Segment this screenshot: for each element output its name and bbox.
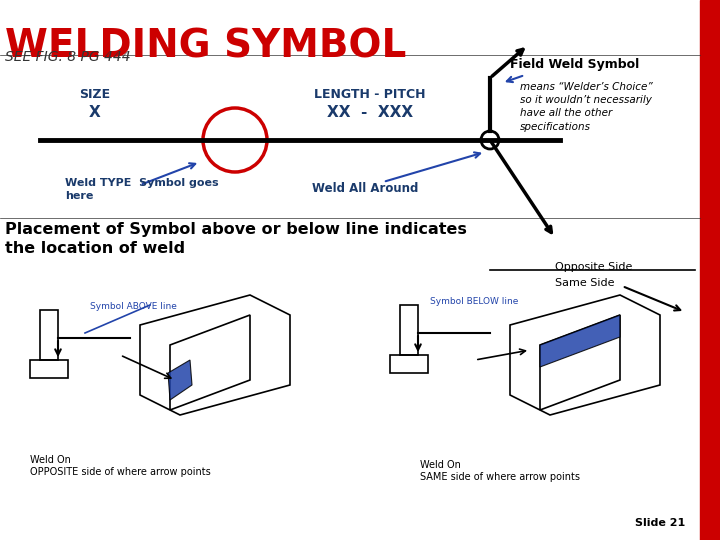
Text: SEE FIG. 8 PG 444: SEE FIG. 8 PG 444	[5, 50, 130, 64]
Bar	[390, 355, 428, 373]
Text: Placement of Symbol above or below line indicates
the location of weld: Placement of Symbol above or below line …	[5, 222, 467, 256]
Text: LENGTH - PITCH: LENGTH - PITCH	[314, 88, 426, 101]
Text: X: X	[89, 105, 101, 120]
Text: Opposite Side: Opposite Side	[555, 262, 632, 272]
Text: Same Side: Same Side	[555, 278, 614, 288]
Bar	[400, 305, 418, 355]
Text: Symbol ABOVE line: Symbol ABOVE line	[90, 302, 177, 311]
Text: Weld TYPE  Symbol goes
here: Weld TYPE Symbol goes here	[65, 178, 219, 201]
Text: Weld On
OPPOSITE side of where arrow points: Weld On OPPOSITE side of where arrow poi…	[30, 455, 211, 477]
Text: Weld All Around: Weld All Around	[312, 182, 418, 195]
Text: Weld On
SAME side of where arrow points: Weld On SAME side of where arrow points	[420, 460, 580, 482]
Text: means “Welder’s Choice”
so it wouldn’t necessarily
have all the other
specificat: means “Welder’s Choice” so it wouldn’t n…	[520, 82, 653, 132]
Text: SIZE: SIZE	[79, 88, 111, 101]
Bar	[40, 310, 58, 360]
Polygon shape	[168, 360, 192, 400]
Bar	[700, 0, 720, 540]
Text: WELDING SYMBOL: WELDING SYMBOL	[5, 28, 406, 66]
Text: Field Weld Symbol: Field Weld Symbol	[510, 58, 639, 71]
Bar	[30, 360, 68, 378]
Text: Slide 21: Slide 21	[635, 518, 685, 528]
Text: Symbol BELOW line: Symbol BELOW line	[430, 297, 518, 306]
Polygon shape	[540, 315, 620, 367]
Text: XX  -  XXX: XX - XXX	[327, 105, 413, 120]
